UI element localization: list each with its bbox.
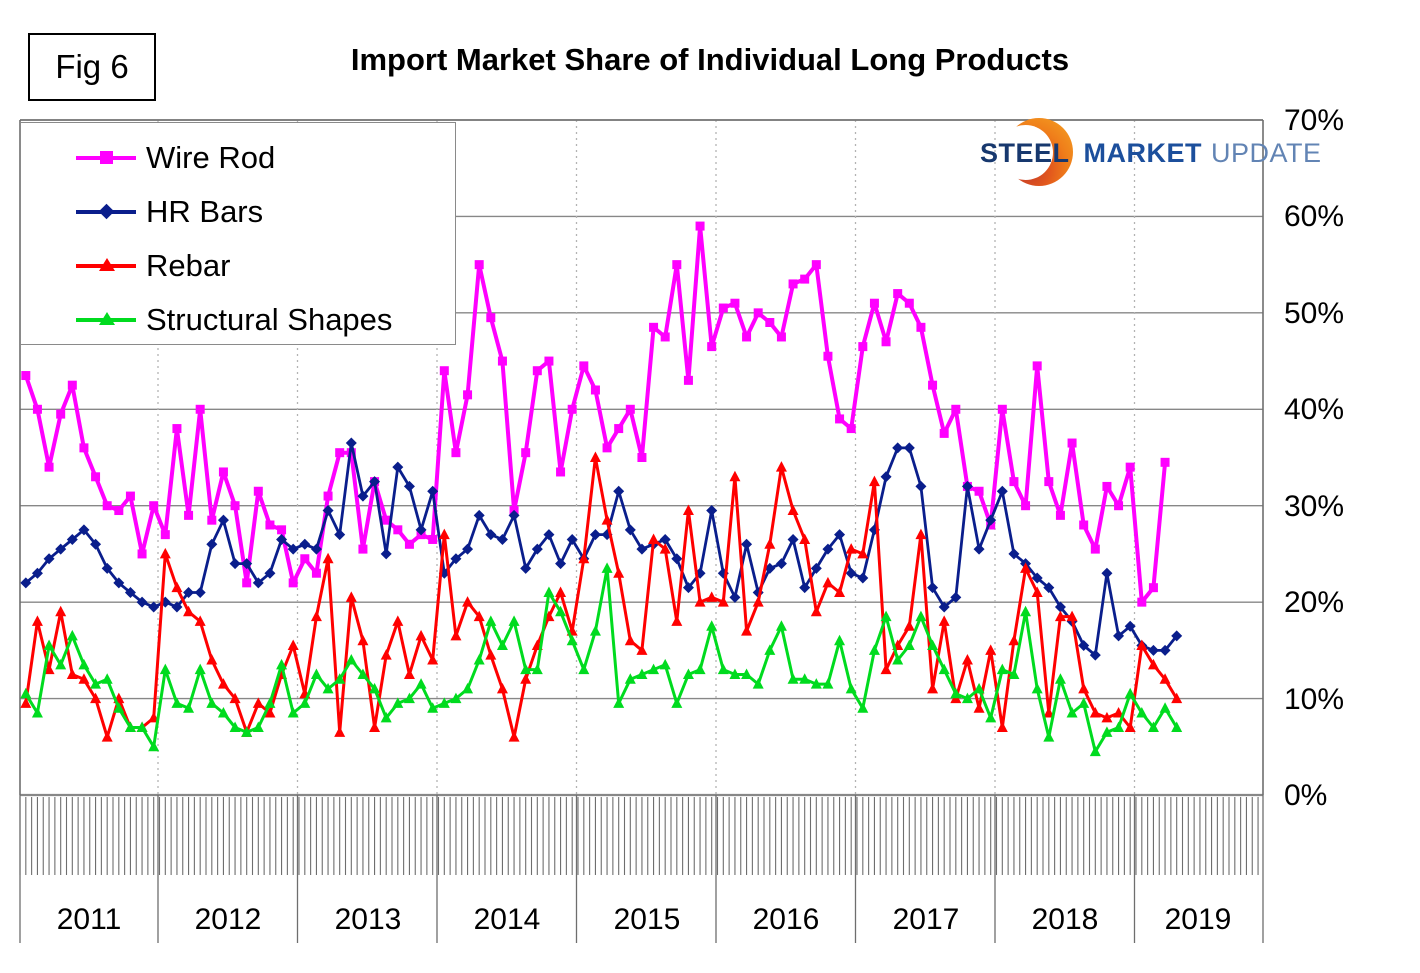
x-year-label: 2011	[56, 903, 122, 936]
legend-label-rebar: Rebar	[146, 248, 231, 283]
steel-market-update-logo: STEEL MARKET UPDATE	[975, 118, 1321, 188]
legend-item-wire-rod: Wire Rod	[21, 131, 455, 185]
y-tick-label: 60%	[1284, 200, 1345, 233]
x-year-label: 2016	[752, 903, 820, 936]
figure-label-box: Fig 6	[28, 33, 156, 101]
figure-label: Fig 6	[55, 48, 129, 85]
legend-label-hr-bars: HR Bars	[146, 194, 264, 229]
rebar-line-marker-icon	[76, 239, 136, 293]
legend-label-wire-rod: Wire Rod	[146, 140, 276, 175]
logo-crescent-icon	[998, 118, 1073, 186]
x-year-label: 2012	[194, 903, 262, 936]
x-year-label: 2015	[613, 903, 681, 936]
logo-word-update: UPDATE	[1211, 138, 1322, 168]
page-title: Import Market Share of Individual Long P…	[350, 42, 1070, 77]
y-tick-label: 70%	[1284, 104, 1345, 137]
x-year-label: 2017	[892, 903, 960, 936]
x-year-label: 2013	[334, 903, 402, 936]
wire-rod-line-marker-icon	[76, 131, 136, 185]
legend-label-structural-shapes: Structural Shapes	[146, 302, 393, 337]
y-tick-label: 0%	[1284, 779, 1328, 812]
legend-item-structural-shapes: Structural Shapes	[21, 293, 455, 347]
y-tick-label: 20%	[1284, 586, 1345, 619]
y-tick-label: 40%	[1284, 393, 1345, 426]
y-tick-label: 10%	[1284, 683, 1345, 716]
x-year-label: 2014	[473, 903, 541, 936]
legend-item-hr-bars: HR Bars	[21, 185, 455, 239]
logo-word-steel: STEEL	[980, 138, 1070, 168]
y-tick-label: 30%	[1284, 490, 1345, 523]
structural-shapes-line-marker-icon	[76, 293, 136, 347]
x-year-label: 2018	[1031, 903, 1099, 936]
x-year-label: 2019	[1164, 903, 1232, 936]
legend-item-rebar: Rebar	[21, 239, 455, 293]
logo-word-market: MARKET	[1083, 138, 1203, 168]
y-tick-label: 50%	[1284, 297, 1345, 330]
hr-bars-line-marker-icon	[76, 185, 136, 239]
legend: Wire Rod HR Bars Rebar Structural Shapes	[20, 122, 456, 345]
